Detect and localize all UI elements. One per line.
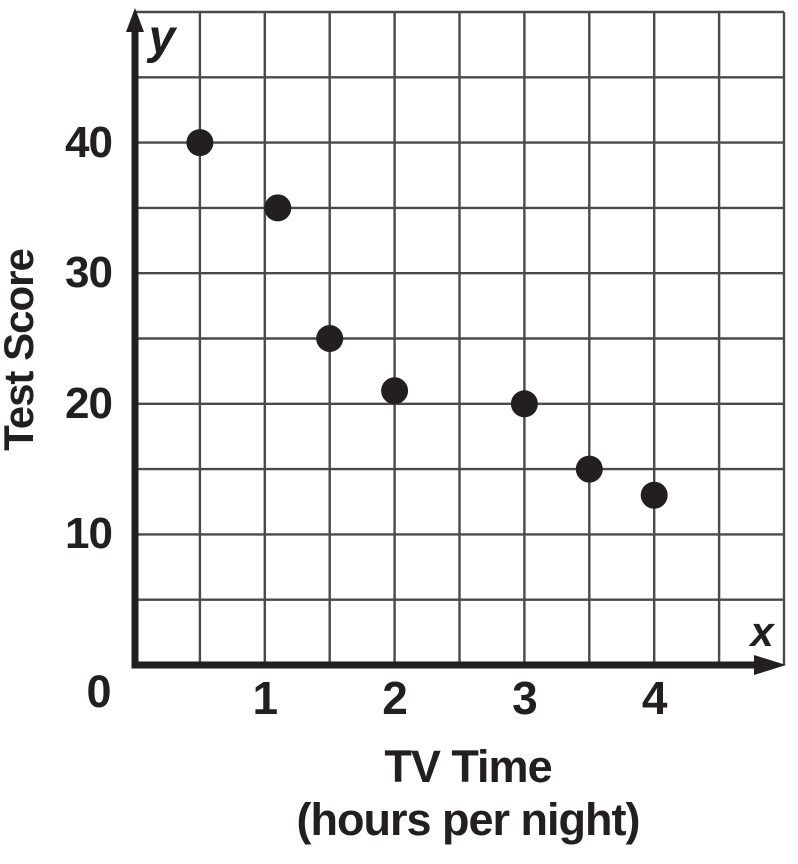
x-axis-arrowhead [754,655,786,675]
data-point [575,455,603,483]
data-point [316,325,344,352]
x-tick-label-4: 4 [641,672,668,724]
y-axis-arrowhead [126,8,144,32]
y-tick-label-40: 40 [65,117,113,167]
x-axis-letter: x [750,608,774,655]
x-tick-label-3: 3 [512,672,538,724]
y-tick-label-20: 20 [65,378,113,428]
y-axis-letter: y [148,11,176,64]
x-tick-label-2: 2 [382,672,408,724]
data-point [264,194,292,222]
data-point [186,129,214,157]
x-axis-title-line1: TV Time [384,741,552,792]
data-point [381,377,409,405]
x-tick-label-1: 1 [252,672,279,724]
x-axis-title-line2: (hours per night) [296,794,641,845]
data-point [510,390,538,418]
y-tick-label-10: 10 [65,509,113,559]
data-point [640,481,668,509]
origin-label: 0 [86,666,112,717]
x-axis-title: TV Time (hours per night) [133,742,798,848]
y-tick-label-30: 30 [65,248,113,298]
